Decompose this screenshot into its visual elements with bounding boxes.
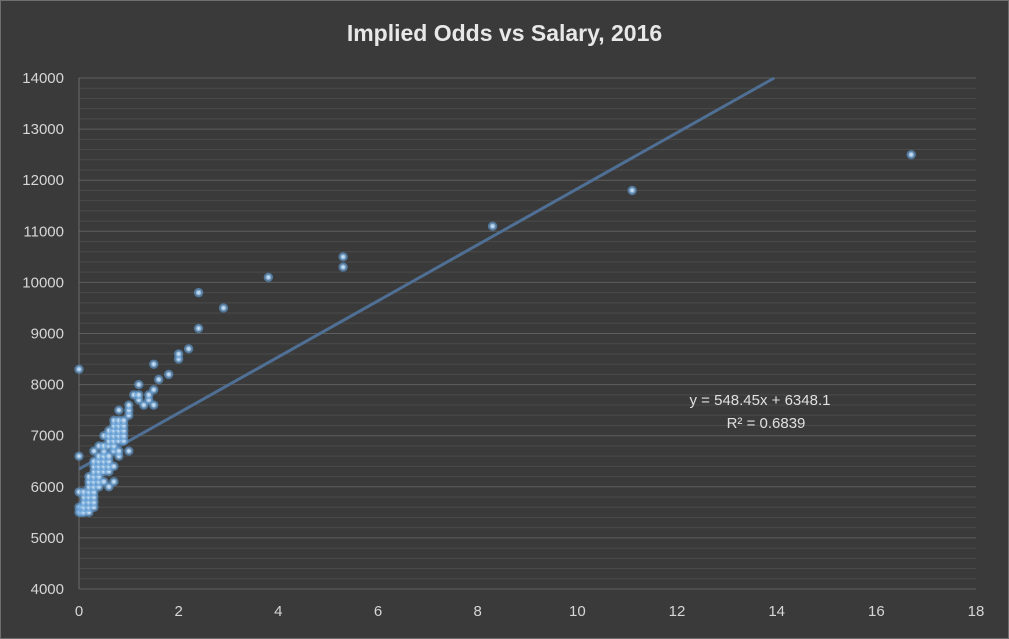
data-point [149,400,159,410]
x-tick-label: 10 [569,603,586,620]
trendline [78,76,776,471]
y-tick-label: 12000 [22,172,64,189]
data-point [906,149,916,160]
x-tick-label: 18 [968,603,985,620]
data-point [218,303,229,313]
y-tick-label: 10000 [22,274,64,291]
data-point [134,390,144,400]
data-point [114,446,124,456]
y-axis-ticks: 4000 5000 6000 7000 8000 9000 10000 11000 12000 1… [22,70,64,598]
data-point [74,364,84,374]
data-point [193,287,204,298]
trendline-equation: y = 548.45x + 6348.1 [689,392,831,409]
data-point [74,451,84,461]
data-point [183,344,194,354]
data-point [109,476,119,487]
data-point [173,349,184,359]
chart-title: Implied Odds vs Salary, 2016 [346,20,663,46]
data-point [487,221,498,231]
data-point [114,405,124,415]
data-point [134,379,144,390]
y-tick-label: 6000 [31,479,64,496]
x-tick-label: 2 [174,603,182,620]
x-tick-label: 8 [473,603,481,620]
x-tick-label: 16 [868,603,885,620]
y-tick-label: 13000 [22,121,64,138]
data-point [338,252,348,262]
x-tick-label: 14 [768,603,785,620]
x-tick-label: 12 [669,603,686,620]
x-tick-label: 0 [75,603,83,620]
data-point [109,461,119,472]
x-axis-ticks: 0 2 4 6 8 10 12 14 16 18 [75,603,985,620]
data-point [149,385,159,395]
data-point [154,374,164,385]
data-point [627,185,637,196]
y-tick-label: 7000 [31,428,64,445]
y-tick-label: 5000 [31,530,64,547]
x-tick-label: 6 [374,603,382,620]
data-point [164,369,174,380]
y-tick-label: 8000 [31,377,64,394]
data-point [149,359,159,369]
data-point [263,272,274,282]
y-tick-label: 9000 [31,326,64,343]
data-point [124,446,134,456]
trendline-r-squared: R² = 0.6839 [726,415,806,432]
y-tick-label: 14000 [22,70,64,87]
trendline-layer [78,76,776,471]
gridlines [78,77,976,590]
y-tick-label: 4000 [31,581,64,598]
x-tick-label: 4 [274,603,282,620]
data-point [193,323,204,334]
y-tick-label: 11000 [23,223,64,240]
data-point [338,262,348,272]
data-point [124,400,134,410]
data-points [74,149,916,518]
